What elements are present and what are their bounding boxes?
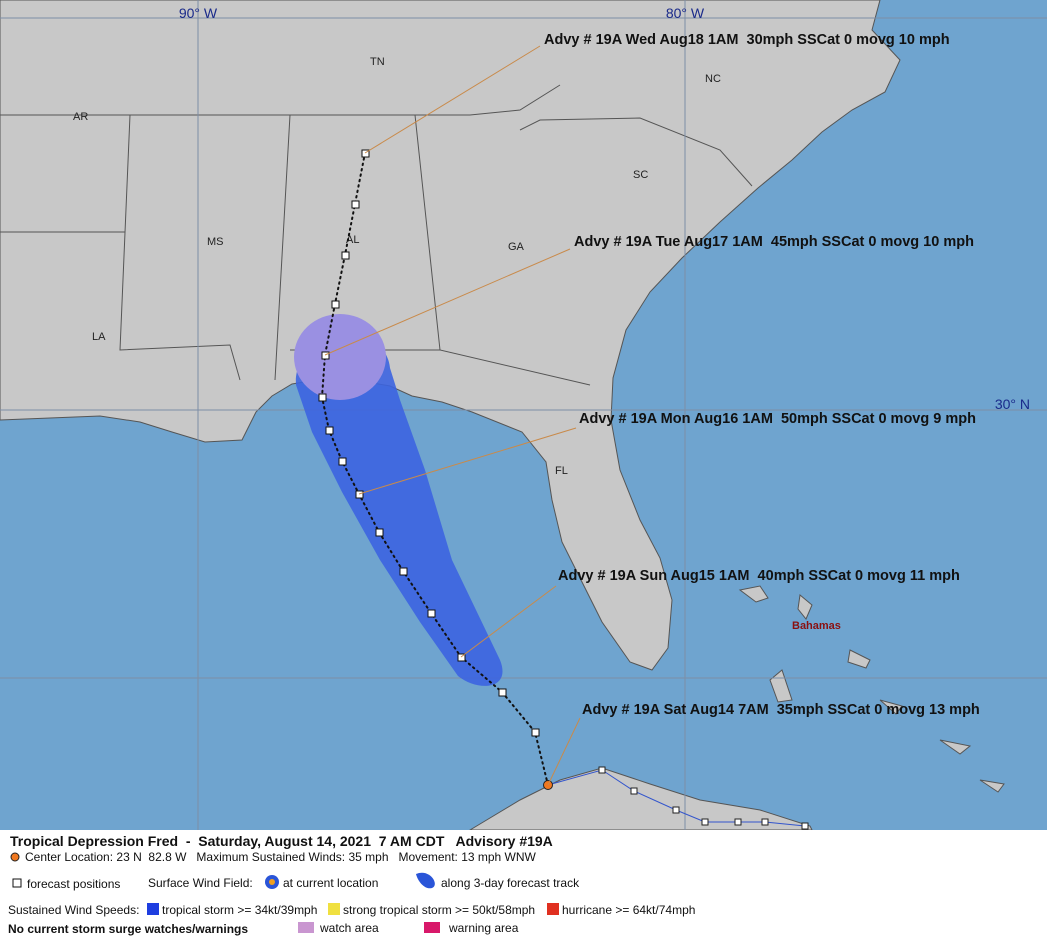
legend-text: at current location bbox=[283, 876, 378, 890]
wind-field-cone bbox=[295, 336, 503, 686]
wind-field-icon bbox=[269, 879, 275, 885]
state-label: MS bbox=[207, 236, 224, 248]
land bbox=[0, 0, 901, 671]
longitude-label: 90° W bbox=[179, 5, 218, 21]
legend-text: hurricane >= 64kt/74mph bbox=[562, 903, 695, 917]
graticule bbox=[0, 0, 1047, 830]
legend-text: along 3-day forecast track bbox=[441, 876, 580, 890]
center-icon bbox=[10, 852, 20, 862]
bahamas-islands bbox=[738, 585, 1005, 793]
state-label: AR bbox=[73, 111, 88, 123]
advisory-label: Advy # 19A Wed Aug18 1AM 30mph SSCat 0 m… bbox=[544, 32, 950, 48]
cuba bbox=[468, 767, 813, 831]
swatch bbox=[547, 903, 559, 915]
state-label: NC bbox=[705, 73, 721, 85]
center-info: Center Location: 23 N 82.8 W Maximum Sus… bbox=[25, 850, 537, 864]
wind-field-current bbox=[294, 314, 386, 400]
state-label: FL bbox=[555, 465, 568, 477]
leader-lines bbox=[324, 45, 581, 786]
legend-title: Tropical Depression Fred - Saturday, Aug… bbox=[10, 833, 553, 849]
legend-text: Surface Wind Field: bbox=[148, 876, 253, 890]
forecast-track bbox=[320, 152, 549, 786]
forecast-points bbox=[318, 149, 540, 737]
track-field-icon bbox=[416, 872, 435, 889]
swatch bbox=[147, 903, 159, 915]
legend-text: tropical storm >= 34kt/39mph bbox=[162, 903, 317, 917]
past-track bbox=[547, 769, 806, 827]
latitude-label: 30° N bbox=[995, 396, 1030, 412]
advisory-label: Advy # 19A Tue Aug17 1AM 45mph SSCat 0 m… bbox=[574, 234, 974, 250]
swatch bbox=[328, 903, 340, 915]
legend-text: No current storm surge watches/warnings bbox=[8, 922, 248, 936]
advisory-label: Advy # 19A Sat Aug14 7AM 35mph SSCat 0 m… bbox=[582, 702, 980, 718]
state-label: LA bbox=[92, 331, 106, 343]
past-points bbox=[598, 766, 809, 830]
place-label: Bahamas bbox=[792, 620, 841, 632]
state-label: SC bbox=[633, 169, 648, 181]
advisory-label: Advy # 19A Mon Aug16 1AM 50mph SSCat 0 m… bbox=[579, 411, 976, 427]
legend-text: strong tropical storm >= 50kt/58mph bbox=[343, 903, 535, 917]
longitude-label: 80° W bbox=[666, 5, 705, 21]
legend-text: forecast positions bbox=[27, 877, 120, 891]
state-label: TN bbox=[370, 56, 385, 68]
legend-text: watch area bbox=[319, 921, 379, 935]
state-label: AL bbox=[346, 234, 359, 246]
legend-panel bbox=[0, 830, 1047, 940]
swatch bbox=[298, 922, 314, 933]
state-label: GA bbox=[508, 241, 525, 253]
forecast-icon bbox=[12, 878, 22, 888]
legend-text: warning area bbox=[448, 921, 519, 935]
legend-text: Sustained Wind Speeds: bbox=[8, 903, 139, 917]
swatch bbox=[424, 922, 440, 933]
advisory-label: Advy # 19A Sun Aug15 1AM 40mph SSCat 0 m… bbox=[558, 568, 960, 584]
